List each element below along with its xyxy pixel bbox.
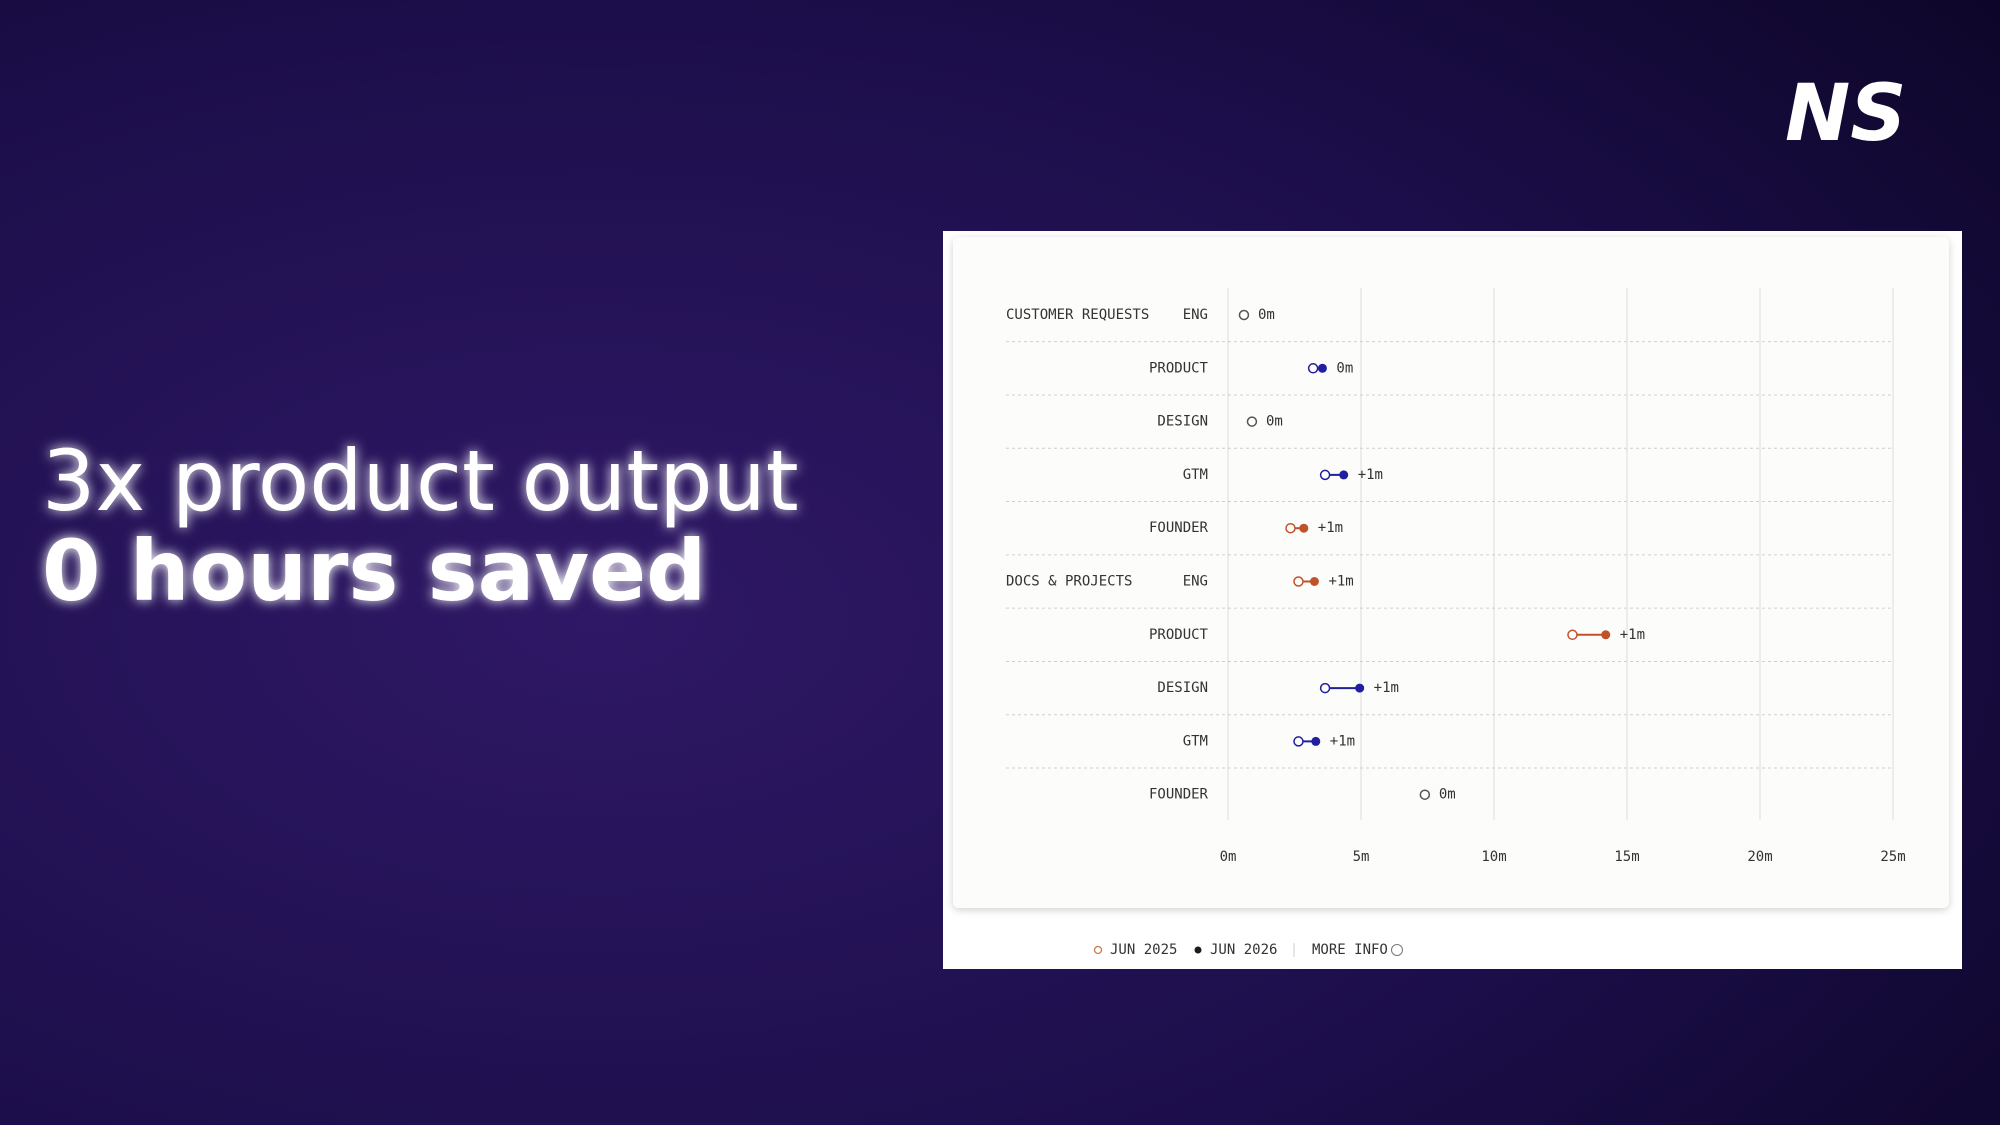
end-dot — [1317, 363, 1327, 373]
value-label: 0m — [1266, 414, 1283, 430]
value-label: +1m — [1374, 680, 1399, 696]
chart: 0m 5m 10m 15m 20m 25m CUSTOMER REQUESTS ENG 0m PR… — [1006, 288, 1906, 958]
end-dot — [1339, 470, 1349, 480]
row-label: FOUNDER — [1149, 520, 1209, 536]
row-label: DESIGN — [1157, 680, 1208, 696]
value-label: 0m — [1439, 787, 1456, 803]
start-dot — [1319, 469, 1331, 481]
value-label: +1m — [1620, 627, 1645, 643]
card — [953, 237, 1949, 908]
x-tick-label: 20m — [1747, 849, 1772, 865]
legend-label: JUN 2025 — [1110, 942, 1177, 958]
row-label: PRODUCT — [1149, 627, 1209, 643]
legend-marker — [1093, 945, 1103, 955]
end-dot — [1601, 630, 1611, 640]
info-icon — [1391, 944, 1403, 956]
x-tick-label: 15m — [1614, 849, 1639, 865]
start-dot — [1567, 629, 1578, 641]
row-label: ENG — [1183, 307, 1208, 323]
value-label: +1m — [1318, 520, 1343, 536]
value-label: +1m — [1358, 467, 1383, 483]
value-label: +1m — [1330, 733, 1355, 749]
start-dot — [1419, 789, 1431, 800]
x-tick-label: 0m — [1220, 849, 1237, 865]
start-dot — [1285, 522, 1296, 534]
logo: NS — [1785, 69, 1906, 159]
group-label: CUSTOMER REQUESTS — [1006, 307, 1149, 323]
start-dot — [1319, 682, 1331, 694]
end-dot — [1299, 523, 1309, 533]
start-dot — [1307, 363, 1319, 374]
value-label: 0m — [1258, 307, 1275, 323]
legend-marker — [1194, 946, 1202, 954]
row-label: PRODUCT — [1149, 360, 1209, 376]
row-label: DESIGN — [1157, 414, 1208, 430]
x-tick-label: 5m — [1353, 849, 1370, 865]
legend-label: JUN 2026 — [1210, 942, 1277, 958]
group-label: DOCS & PROJECTS — [1006, 574, 1132, 590]
end-dot — [1311, 736, 1321, 746]
row-label: FOUNDER — [1149, 787, 1209, 803]
x-tick-label: 10m — [1481, 849, 1506, 865]
start-dot — [1238, 309, 1250, 321]
end-dot — [1309, 577, 1319, 586]
start-dot — [1246, 416, 1258, 427]
more-info[interactable]: MORE INFO — [1312, 942, 1388, 958]
headline-2: 0 hours saved — [42, 522, 706, 620]
start-dot — [1293, 576, 1304, 587]
end-dot — [1355, 683, 1365, 693]
x-tick-label: 25m — [1880, 849, 1905, 865]
headline-1: 3x product output — [42, 432, 799, 530]
row-label: GTM — [1183, 467, 1208, 483]
value-label: 0m — [1336, 360, 1353, 376]
row-label: GTM — [1183, 733, 1208, 749]
value-label: +1m — [1328, 574, 1353, 590]
start-dot — [1293, 736, 1304, 747]
row-label: ENG — [1183, 574, 1208, 590]
